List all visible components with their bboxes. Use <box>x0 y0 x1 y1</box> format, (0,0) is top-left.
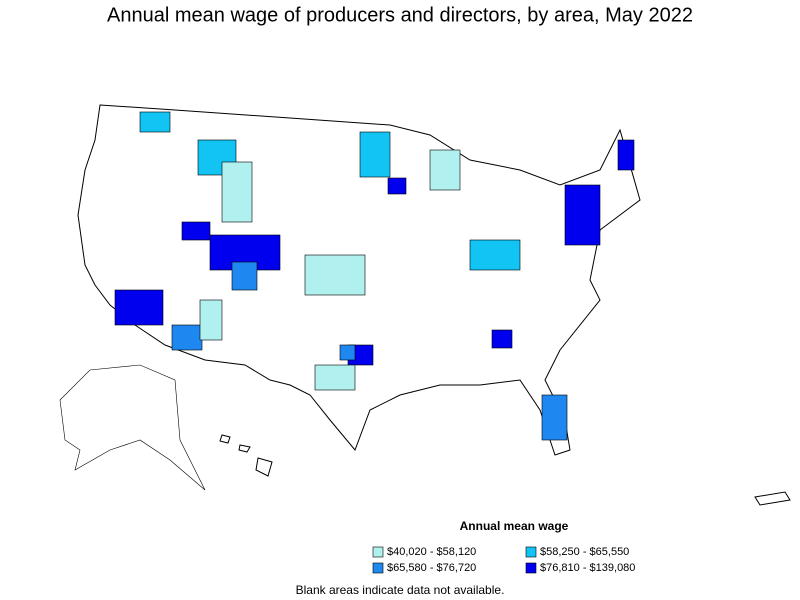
note: Blank areas indicate data not available. <box>296 583 505 597</box>
map-title: Annual mean wage of producers and direct… <box>107 4 693 26</box>
legend-title: Annual mean wage <box>460 519 569 533</box>
area <box>231 261 258 291</box>
area <box>199 299 223 341</box>
area <box>564 184 601 246</box>
area <box>304 254 366 296</box>
legend-label: $58,250 - $65,550 <box>540 546 629 558</box>
legend-swatch <box>372 546 384 558</box>
area <box>429 149 461 191</box>
area <box>221 161 253 223</box>
alaska-area <box>59 364 206 491</box>
area <box>114 289 164 326</box>
area <box>469 239 521 271</box>
legend-swatch <box>525 562 537 574</box>
area <box>339 344 356 361</box>
legend: $40,020 - $58,120 $58,250 - $65,550 $65,58… <box>372 546 635 574</box>
area <box>387 177 407 195</box>
hawaii-island <box>219 434 231 444</box>
alaska <box>59 364 206 491</box>
area <box>139 111 171 133</box>
hawaii <box>219 434 273 477</box>
legend-swatch <box>372 562 384 574</box>
area <box>617 139 635 171</box>
area <box>541 394 568 441</box>
legend-swatch <box>525 546 537 558</box>
legend-label: $76,810 - $139,080 <box>540 562 635 574</box>
legend-label: $65,580 - $76,720 <box>387 562 476 574</box>
hawaii-island <box>238 444 251 453</box>
area <box>314 364 356 391</box>
area <box>359 131 391 178</box>
area <box>491 329 513 349</box>
area <box>181 221 211 241</box>
area <box>171 324 203 351</box>
puerto-rico <box>754 491 791 506</box>
legend-label: $40,020 - $58,120 <box>387 546 476 558</box>
lower-48 <box>77 104 641 456</box>
hawaii-island <box>255 457 273 477</box>
